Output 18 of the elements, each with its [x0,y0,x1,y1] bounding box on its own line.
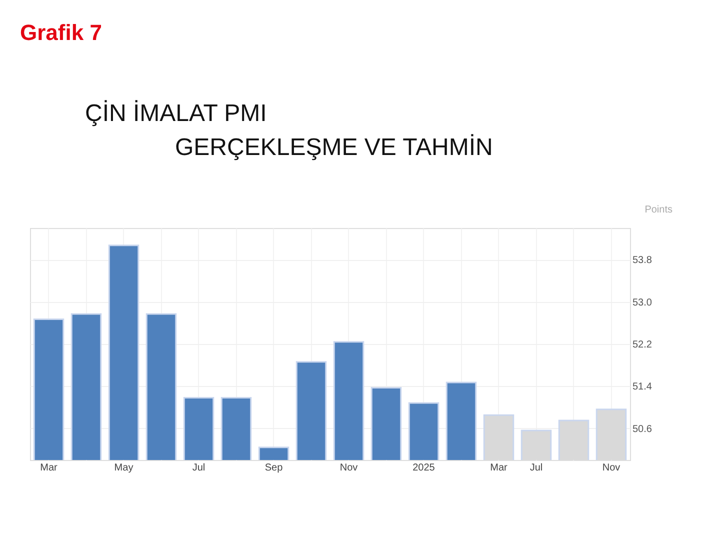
text: Grafik 7 [20,20,102,45]
y-tick-label: 50.6 [632,424,652,435]
chart-subtitle: GERÇEKLEŞME VE TAHMİN [175,134,493,161]
y-axis-title: Points [644,204,672,216]
x-tick-label: Mar [490,462,508,474]
x-tick-label: Nov [340,462,358,474]
x-tick-label: Nov [602,462,620,474]
x-tick-label: May [114,462,134,474]
x-tick-label: Jul [530,462,543,474]
y-tick-label: 51.4 [632,382,652,393]
y-tick-label: 53.0 [632,297,652,308]
y-tick-label: 52.2 [632,340,652,350]
y-tick-label: 53.8 [632,255,652,266]
x-tick-label: Mar [40,462,58,474]
x-tick-label: 2025 [412,462,436,474]
x-tick-label: Jul [192,462,206,474]
chart-title: ÇİN İMALAT PMI [85,100,267,127]
x-tick-label: Sep [264,462,284,474]
